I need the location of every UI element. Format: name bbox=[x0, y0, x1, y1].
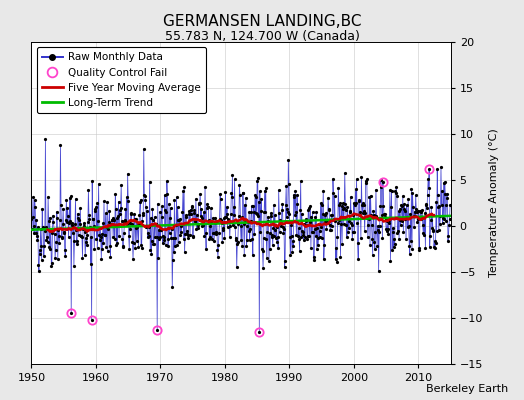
Text: GERMANSEN LANDING,BC: GERMANSEN LANDING,BC bbox=[163, 14, 361, 29]
Text: Berkeley Earth: Berkeley Earth bbox=[426, 384, 508, 394]
Text: 55.783 N, 124.700 W (Canada): 55.783 N, 124.700 W (Canada) bbox=[165, 30, 359, 43]
Y-axis label: Temperature Anomaly (°C): Temperature Anomaly (°C) bbox=[488, 129, 499, 277]
Legend: Raw Monthly Data, Quality Control Fail, Five Year Moving Average, Long-Term Tren: Raw Monthly Data, Quality Control Fail, … bbox=[37, 47, 206, 113]
